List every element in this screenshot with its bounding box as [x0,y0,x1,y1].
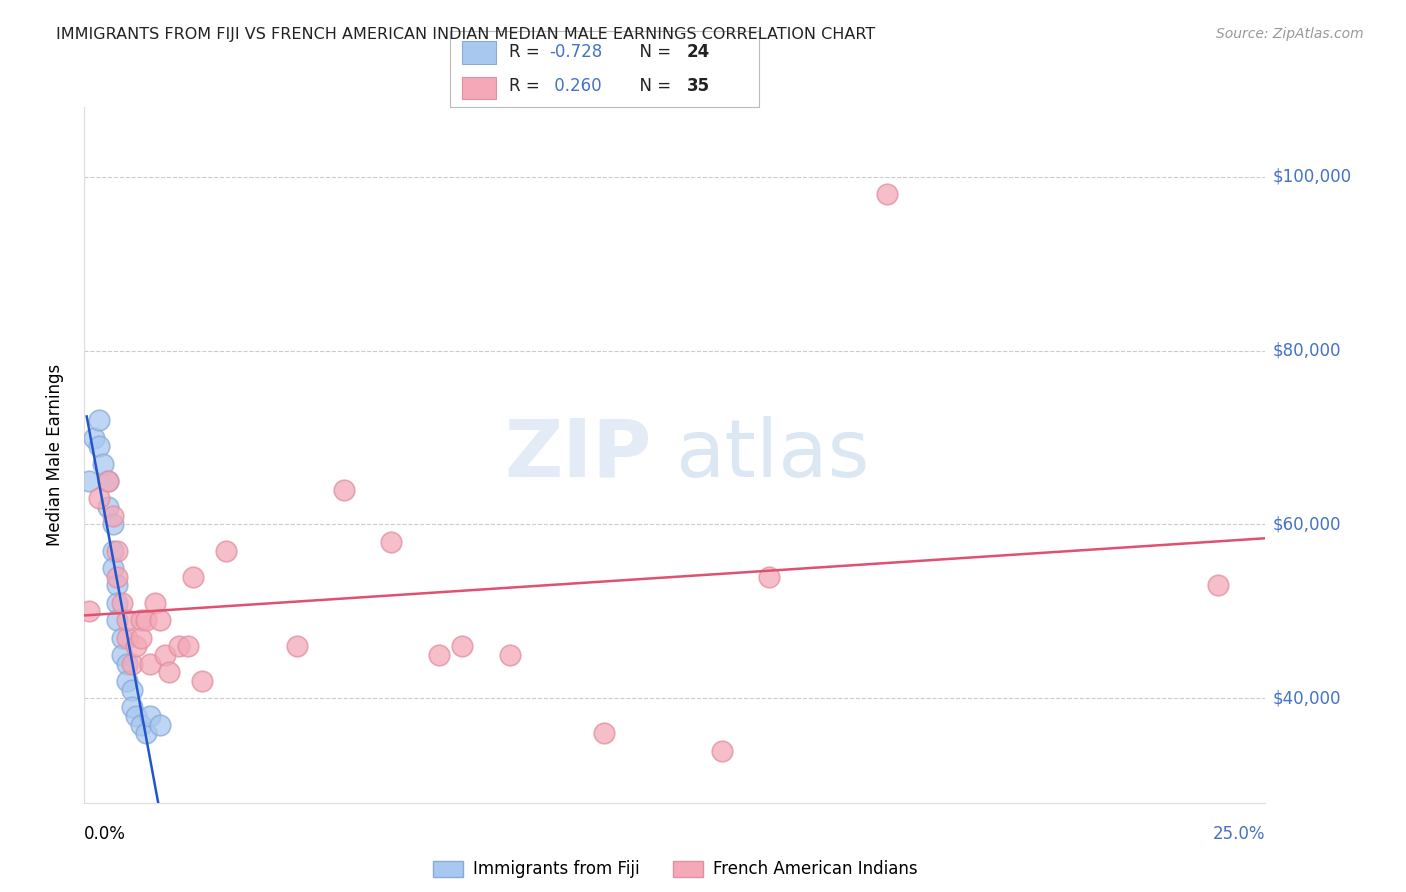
Point [87,413,110,427]
Text: R =: R = [509,78,544,95]
Point [129,717,152,731]
Text: R =: R = [509,43,544,61]
Text: 25.0%: 25.0% [1213,825,1265,843]
Text: $100,000: $100,000 [1272,168,1351,186]
Point [191,674,214,689]
Point [593,726,616,740]
Point [498,648,520,662]
Text: $60,000: $60,000 [1272,516,1341,533]
Point [129,631,152,645]
Point [101,508,124,523]
Point [285,639,308,653]
Text: -0.728: -0.728 [548,43,602,61]
Point [149,717,172,731]
Point [380,535,402,549]
Point [121,682,143,697]
Point [1206,578,1229,592]
Point [711,744,734,758]
Point [121,657,143,671]
Point [758,570,780,584]
Point [135,613,157,627]
Point [87,439,110,453]
Point [181,570,204,584]
Point [125,708,148,723]
Point [153,648,176,662]
Point [107,613,129,627]
Point [111,596,134,610]
Point [125,639,148,653]
Point [107,570,129,584]
Point [77,474,100,488]
Point [83,431,105,445]
Point [107,578,129,592]
Text: IMMIGRANTS FROM FIJI VS FRENCH AMERICAN INDIAN MEDIAN MALE EARNINGS CORRELATION : IMMIGRANTS FROM FIJI VS FRENCH AMERICAN … [56,27,876,42]
Point [177,639,200,653]
Point [876,187,898,202]
Text: 24: 24 [686,43,710,61]
Point [77,605,100,619]
Text: 0.0%: 0.0% [84,825,127,843]
Point [97,474,120,488]
Text: N =: N = [630,78,676,95]
Text: Source: ZipAtlas.com: Source: ZipAtlas.com [1216,27,1364,41]
Text: N =: N = [630,43,676,61]
Point [107,596,129,610]
Point [143,596,166,610]
Text: 35: 35 [686,78,710,95]
Point [101,517,124,532]
Text: $40,000: $40,000 [1272,690,1341,707]
Point [101,561,124,575]
Y-axis label: Median Male Earnings: Median Male Earnings [45,364,63,546]
Point [215,543,238,558]
Point [115,613,138,627]
Text: 0.260: 0.260 [548,78,602,95]
Point [139,708,162,723]
Point [157,665,180,680]
Point [91,457,114,471]
Point [115,657,138,671]
Point [97,500,120,515]
Point [139,657,162,671]
Point [107,543,129,558]
Point [149,613,172,627]
Bar [463,77,496,99]
Point [451,639,474,653]
Text: atlas: atlas [675,416,869,494]
Point [111,631,134,645]
Text: ZIP: ZIP [503,416,651,494]
Point [129,613,152,627]
Point [121,700,143,714]
Point [115,631,138,645]
Point [101,543,124,558]
Point [115,674,138,689]
Point [87,491,110,506]
Legend: Immigrants from Fiji, French American Indians: Immigrants from Fiji, French American In… [426,854,924,885]
Point [135,726,157,740]
Point [111,648,134,662]
Point [167,639,190,653]
Point [97,474,120,488]
Point [427,648,450,662]
Point [333,483,356,497]
Text: $80,000: $80,000 [1272,342,1341,359]
Bar [463,41,496,64]
